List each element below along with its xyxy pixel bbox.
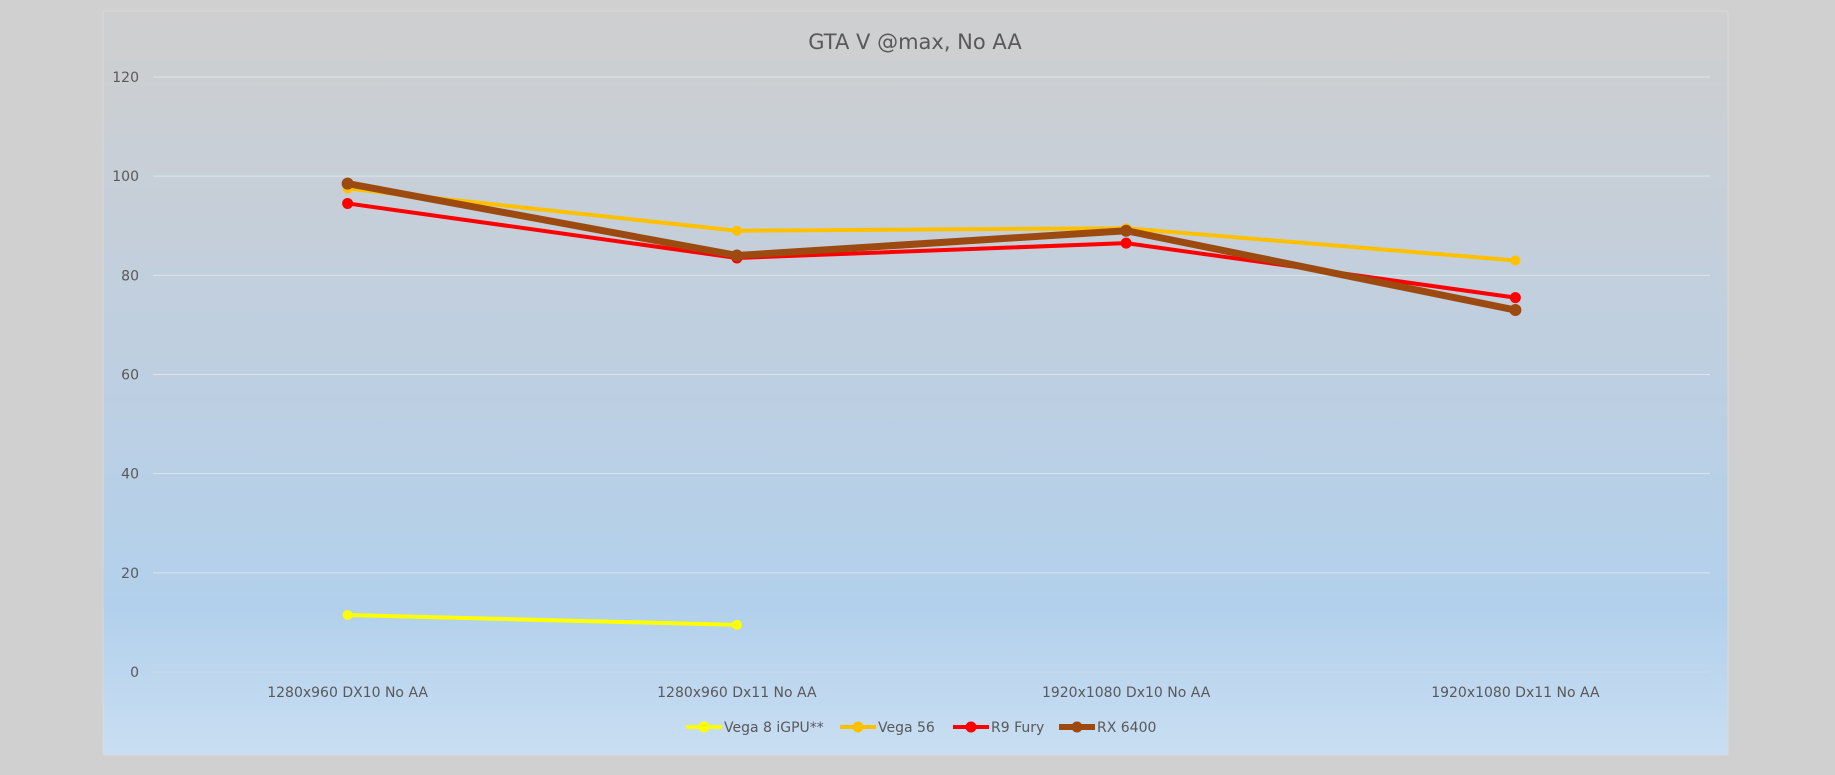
y-tick-label: 120 [112, 70, 139, 86]
y-tick-label: 20 [121, 566, 139, 582]
legend-label: RX 6400 [1097, 720, 1156, 736]
legend-item: RX 6400 [1059, 720, 1156, 736]
y-axis: 0 20 40 60 80 100 120 [112, 70, 139, 681]
chart-title: GTA V @max, No AA [808, 30, 1022, 54]
x-tick-label: 1280x960 DX10 No AA [267, 685, 428, 701]
legend-label: Vega 8 iGPU** [724, 720, 824, 736]
y-tick-label: 60 [121, 368, 139, 384]
series-line [344, 180, 1519, 314]
series-vega-8-igpu [342, 609, 742, 630]
y-tick-label: 0 [130, 665, 139, 681]
legend-marker [965, 721, 977, 733]
series-group [341, 177, 1522, 630]
data-point [731, 619, 742, 630]
data-point [342, 609, 353, 620]
data-point [1120, 224, 1133, 237]
data-point [730, 249, 743, 262]
legend-marker [698, 721, 710, 733]
data-point [1120, 237, 1132, 249]
data-point [1509, 292, 1521, 304]
legend-marker [852, 721, 864, 733]
legend-item: Vega 56 [840, 720, 935, 736]
legend-label: Vega 56 [878, 720, 935, 736]
x-axis: 1280x960 DX10 No AA 1280x960 Dx11 No AA 19… [267, 685, 1600, 701]
legend-item: R9 Fury [953, 720, 1044, 736]
x-tick-label: 1920x1080 Dx10 No AA [1042, 685, 1211, 701]
x-tick-label: 1920x1080 Dx11 No AA [1431, 685, 1600, 701]
data-point [731, 225, 742, 236]
legend: Vega 8 iGPU** Vega 56 R9 Fury RX 6400 [686, 720, 1156, 736]
y-tick-label: 40 [121, 467, 139, 483]
series-line [345, 612, 739, 627]
data-point [341, 177, 354, 190]
legend-item: Vega 8 iGPU** [686, 720, 824, 736]
series-line [345, 186, 1518, 263]
data-point [342, 197, 354, 209]
x-tick-label: 1280x960 Dx11 No AA [657, 685, 817, 701]
y-tick-label: 100 [112, 169, 139, 185]
legend-label: R9 Fury [991, 720, 1044, 736]
legend-marker [1071, 721, 1083, 733]
gridlines [153, 76, 1710, 673]
series-rx-6400 [341, 177, 1522, 317]
y-tick-label: 80 [121, 268, 139, 284]
chart-background [102, 10, 1729, 756]
data-point [1510, 255, 1521, 266]
data-point [1509, 304, 1522, 317]
